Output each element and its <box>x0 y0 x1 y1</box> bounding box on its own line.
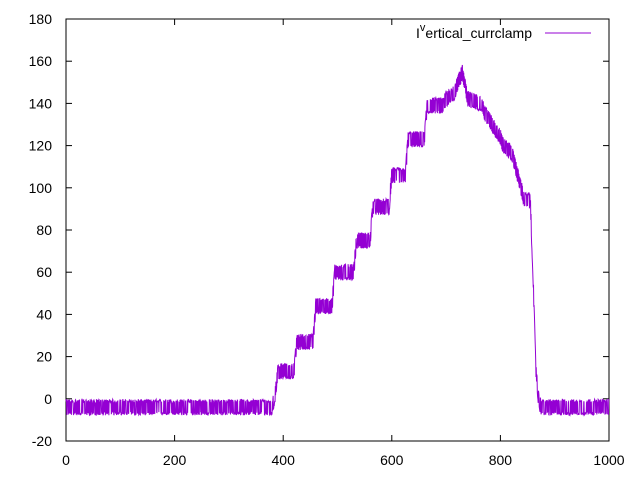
legend: Ivertical_currclamp <box>416 22 591 41</box>
x-tick-label: 600 <box>380 452 404 468</box>
series-layer <box>65 64 610 417</box>
legend-label-rest: ertical_currclamp <box>425 25 532 41</box>
x-tick-label: 400 <box>272 452 296 468</box>
y-tick-label: 160 <box>29 53 53 69</box>
axes <box>65 18 610 442</box>
y-tick-label: 120 <box>29 138 53 154</box>
tick-marks <box>65 18 610 442</box>
series-line-1 <box>65 64 610 417</box>
legend-label-superscript: v <box>420 22 426 34</box>
legend-label-series-1: Ivertical_currclamp <box>416 22 532 41</box>
tick-labels: -20 0 20 40 60 80 100 120 140 160 180 0 200 400 600 800… <box>29 11 625 468</box>
y-tick-label: 0 <box>44 391 52 407</box>
y-tick-label: 180 <box>29 11 53 27</box>
y-tick-label: -20 <box>32 433 52 449</box>
y-tick-label: 60 <box>36 264 52 280</box>
y-tick-label: 80 <box>36 222 52 238</box>
y-tick-label: 20 <box>36 349 52 365</box>
x-tick-label: 0 <box>62 452 70 468</box>
x-tick-label: 200 <box>163 452 187 468</box>
y-tick-label: 40 <box>36 306 52 322</box>
y-tick-label: 140 <box>29 95 53 111</box>
plot-frame <box>65 18 610 442</box>
x-tick-label: 1000 <box>593 452 624 468</box>
legend-label-base: I <box>416 25 420 41</box>
y-tick-label: 100 <box>29 180 53 196</box>
x-tick-label: 800 <box>489 452 513 468</box>
